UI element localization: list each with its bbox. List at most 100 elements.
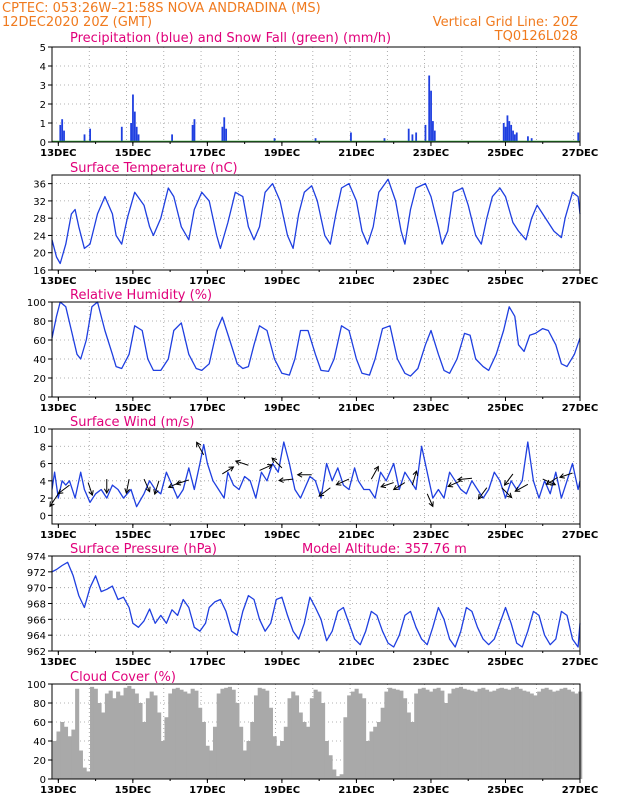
cloud-bar [425,689,430,779]
cloud-bar [511,687,516,779]
precip-bar [137,134,140,142]
wind-arrow [380,482,394,488]
wind-arrow [370,466,379,480]
series-line [51,561,581,648]
y-tick-label: 974 [27,552,46,563]
y-tick-label: 0 [40,138,46,149]
cloud-bar [436,687,441,779]
y-tick-label: 3 [40,81,46,92]
wind-arrow [501,487,512,498]
cloud-bar [328,755,333,779]
cloud-bar [574,693,579,779]
cloud-bar [410,722,415,779]
x-tick-label: 27DEC [562,403,598,414]
wind-arrow-head [392,484,399,491]
cloud-bar [130,688,136,779]
cloud-bar [492,690,497,779]
wind-arrow [411,470,418,486]
cloud-bar [227,686,232,779]
cloud-bar [250,722,255,779]
cloud-bar [354,688,359,779]
cloud-bar [149,691,154,779]
x-tick-label: 23DEC [413,785,449,796]
panel-frame [51,428,581,525]
wind-arrow-head [49,501,55,508]
cloud-bar [496,688,501,779]
cloud-bar [395,689,400,779]
cloud-bar [86,771,91,779]
y-tick-label: 20 [33,756,46,767]
wind-arrow-head [57,488,64,495]
wind-arrow [175,479,189,485]
x-tick-label: 19DEC [264,657,300,668]
cloud-bar [82,767,87,779]
wind-arrow-head [196,441,202,448]
panel-4: Surface Wind (m/s) 0 2 4 6 8 10 13DEC 15DEC 17DEC… [33,415,598,541]
cloud-bar [384,691,389,779]
cloud-bar [90,686,95,779]
wind-arrow-head [278,477,284,483]
cloud-bar [484,689,490,779]
wind-arrow [546,476,558,485]
cloud-bar [518,688,523,779]
wind-arrow-head [296,471,303,478]
x-tick-label: 19DEC [264,276,300,287]
y-tick-label: 4 [40,62,46,73]
x-tick-label: 15DEC [115,148,151,159]
cloud-bar [391,688,396,779]
cloud-bar [522,690,527,779]
cloud-bar [537,691,542,779]
precip-bar [223,117,226,142]
x-tick-label: 25DEC [487,785,523,796]
cloud-bar [321,703,326,779]
cloud-bar [388,687,393,779]
x-tick-label: 27DEC [562,657,598,668]
cloud-bar [283,726,288,779]
x-tick-label: 23DEC [413,530,449,541]
cloud-bar [525,691,531,779]
cloud-bar [470,690,475,779]
wind-arrow-head [514,486,521,492]
wind-arrow-head [456,476,463,483]
wind-arrow-head [318,491,325,497]
y-tick-label: 964 [27,631,46,642]
precip-bar [577,132,580,142]
wind-arrow-head [234,459,241,466]
y-tick-label: 972 [27,568,46,579]
cloud-bar [559,688,564,779]
cloud-bar [399,690,404,779]
x-tick-label: 27DEC [562,276,598,287]
y-tick-label: 40 [33,355,46,366]
wind-arrow [318,487,331,497]
cloud-bar [280,741,285,779]
panel-1: Precipitation (blue) and Snow Fall (gree… [40,31,599,159]
cloud-bar [123,687,128,779]
cloud-bar [224,687,229,779]
precip-bar [171,134,173,142]
y-tick-label: 24 [33,231,46,242]
cloud-bar [406,712,411,779]
y-tick-label: 8 [40,442,46,453]
precip-bar [225,128,228,142]
wind-arrow-head [412,470,419,477]
panel-2: Surface Temperature (nC) 16 20 24 28 32 36 13DE… [33,161,598,287]
wind-arrow [279,478,294,481]
cloud-bar [451,688,456,779]
cloud-bar [432,688,437,779]
station-label: CPTEC: 053:26W–21:58S NOVA ANDRADINA (MS… [2,1,321,16]
cloud-bar [466,689,471,779]
cloud-bar [272,736,277,779]
cloud-bar [477,688,482,779]
cloud-bar [291,691,296,779]
y-tick-label: 966 [27,615,46,626]
x-tick-label: 19DEC [264,530,300,541]
wind-arrow-head [545,479,552,485]
cloud-bar [190,688,195,779]
wind-arrow [49,493,59,507]
cloud-bar [134,693,139,779]
precip-bar [428,75,431,142]
precip-bar [433,130,436,142]
wind-arrow [235,460,249,466]
x-tick-label: 15DEC [115,403,151,414]
x-tick-label: 13DEC [40,530,76,541]
